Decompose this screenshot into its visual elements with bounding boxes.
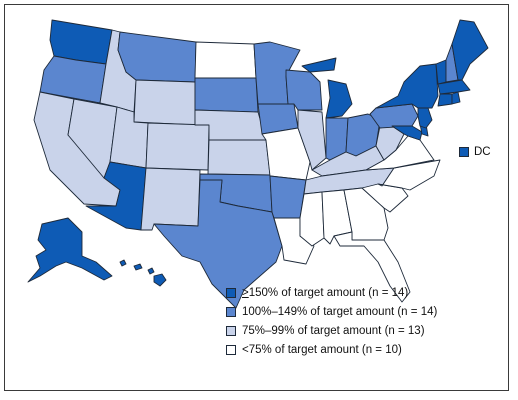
state-mi — [301, 57, 353, 119]
legend-swatch — [226, 344, 236, 355]
state-mt — [117, 31, 197, 83]
state-vt — [435, 59, 447, 85]
state-wi — [285, 69, 323, 111]
dc-swatch — [459, 147, 469, 157]
legend-item: > 150% of target amount (n = 14) — [226, 283, 437, 302]
legend-swatch — [226, 306, 236, 317]
legend-swatch — [226, 287, 236, 298]
legend-label: 150% of target amount (n = 14) — [248, 286, 409, 299]
state-nm — [140, 167, 201, 231]
map-legend: > 150% of target amount (n = 14) 100%–14… — [226, 283, 437, 359]
state-me — [451, 19, 489, 81]
legend-item: <75% of target amount (n = 10) — [226, 340, 437, 359]
legend-swatch — [226, 325, 236, 336]
state-co — [145, 122, 210, 171]
legend-prefix: > — [242, 286, 249, 299]
state-wy — [133, 79, 196, 126]
state-ct — [437, 93, 453, 107]
dc-label-text: DC — [474, 146, 491, 158]
state-sd — [194, 77, 259, 113]
state-ks — [207, 139, 271, 176]
state-ny — [375, 63, 439, 109]
dc-callout: DC — [459, 146, 491, 158]
state-ms — [299, 191, 325, 247]
state-ak — [27, 217, 113, 283]
state-md — [391, 125, 423, 141]
state-ma — [437, 79, 471, 95]
state-nd — [194, 41, 257, 79]
state-ri — [451, 91, 461, 105]
legend-label: 75%–99% of target amount (n = 13) — [242, 324, 425, 337]
legend-item: 75%–99% of target amount (n = 13) — [226, 321, 437, 340]
state-hi — [119, 259, 167, 287]
legend-label: <75% of target amount (n = 10) — [242, 343, 402, 356]
state-tx — [153, 179, 283, 309]
legend-item: 100%–149% of target amount (n = 14) — [226, 302, 437, 321]
state-fl — [333, 231, 411, 303]
legend-label: 100%–149% of target amount (n = 14) — [242, 305, 438, 318]
state-nj — [417, 107, 433, 129]
